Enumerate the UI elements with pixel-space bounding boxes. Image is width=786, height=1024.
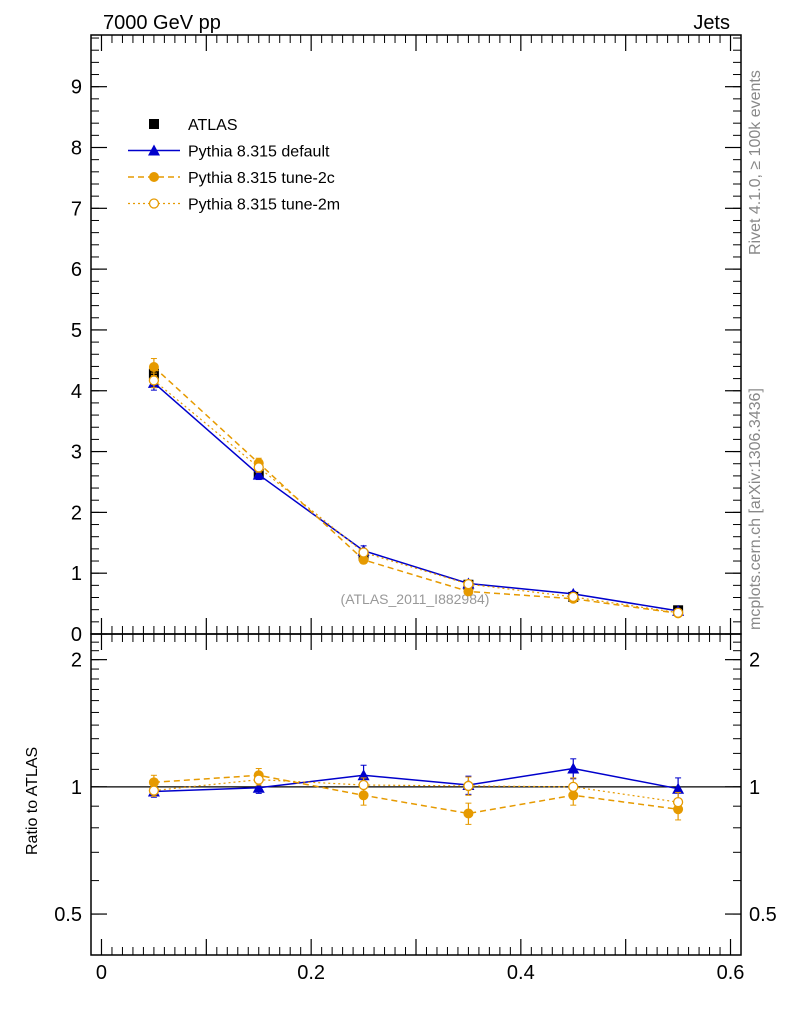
ratio-panel-ytick-label: 2: [71, 650, 82, 672]
data-point-default: [252, 781, 265, 793]
series-line-tune2m: [153, 379, 679, 614]
data-point-tune2c: [463, 808, 474, 819]
main-panel-ytick-label: 0: [71, 624, 82, 646]
legend-marker-data: [149, 119, 159, 129]
data-point-default: [672, 782, 685, 794]
ratio-panel-ytick-label-right: 1: [749, 777, 760, 799]
legend-item-tune2c: Pythia 8.315 tune-2c: [128, 170, 335, 187]
legend-label-data: ATLAS: [188, 117, 238, 134]
data-point-tune2c: [148, 362, 159, 373]
legend-item-default: Pythia 8.315 default: [128, 144, 330, 161]
main-panel-ytick-label: 3: [71, 442, 82, 464]
data-point-tune2m: [253, 774, 264, 785]
legend-label-tune2m: Pythia 8.315 tune-2m: [188, 197, 340, 214]
main-panel-ytick-label: 5: [71, 320, 82, 342]
main-panel-ytick-label: 8: [71, 138, 82, 160]
data-point-tune2m: [358, 547, 369, 558]
legend-marker-default: [148, 144, 160, 156]
ratio-y-axis-label: Ratio to ATLAS: [24, 747, 41, 855]
rivet-label: Rivet 4.1.0, ≥ 100k events: [747, 70, 764, 255]
data-point-default: [567, 762, 580, 774]
legend-label-default: Pythia 8.315 default: [188, 144, 330, 161]
data-point-tune2m: [568, 781, 579, 792]
chart-title-right: Jets: [693, 12, 730, 34]
main-panel-ytick-label: 6: [71, 259, 82, 281]
series-tune2c: [148, 358, 684, 619]
data-point-default: [252, 468, 265, 480]
analysis-watermark: (ATLAS_2011_I882984): [341, 591, 490, 607]
data-point-tune2m: [358, 779, 369, 791]
data-point-tune2c: [358, 554, 369, 565]
main-panel: 0 1 2 3 4 5 6 7 8 9: [71, 34, 742, 646]
series-tune2m: [148, 773, 684, 813]
data-point-tune2m: [463, 780, 474, 792]
chart-title-left: 7000 GeV pp: [103, 12, 221, 34]
legend-marker-tune2m: [148, 198, 160, 209]
main-panel-ytick-label: 9: [71, 77, 82, 99]
series-line-tune2c: [153, 774, 679, 815]
x-tick-label: 0.6: [717, 962, 745, 984]
x-tick-label: 0.4: [507, 962, 535, 984]
data-point-tune2m: [148, 375, 160, 386]
main-panel-ytick-label: 1: [71, 563, 82, 585]
mcplots-label: mcplots.cern.ch [arXiv:1306.3436]: [747, 388, 764, 630]
x-tick-label: 0: [96, 962, 107, 984]
data-point-tune2m: [568, 591, 579, 603]
series-line-default: [153, 767, 679, 793]
data-point-tune2m: [672, 607, 684, 618]
ratio-panel-ytick-label-right: 0.5: [749, 904, 777, 926]
series-line-default: [153, 382, 679, 612]
main-panel-ytick-label: 7: [71, 198, 82, 220]
legend-label-tune2c: Pythia 8.315 tune-2c: [188, 170, 335, 187]
data-point-tune2m: [672, 797, 684, 808]
series-default: [147, 375, 685, 616]
ratio-panel-ytick-label-right: 2: [749, 650, 760, 672]
data-point-tune2c: [463, 586, 474, 597]
ratio-panel-ytick-label: 0.5: [54, 904, 82, 926]
legend-item-tune2m: Pythia 8.315 tune-2m: [128, 197, 340, 214]
legend-item-data: ATLAS: [149, 117, 238, 134]
main-panel-ytick-label: 4: [71, 381, 82, 403]
data-point-tune2m: [253, 462, 264, 473]
series-line-tune2c: [153, 366, 679, 615]
legend-marker-tune2c: [149, 172, 159, 182]
main-panel-ytick-label: 2: [71, 502, 82, 524]
ratio-panel: 0.5 0.5 1 1 2 2 0 0.2 0.4 0.6: [54, 633, 777, 984]
series-default: [147, 758, 685, 801]
series-data: [148, 365, 684, 616]
data-point-tune2m: [463, 578, 474, 590]
legend: ATLAS Pythia 8.315 default Pythia 8.315 tu…: [128, 117, 340, 214]
ratio-panel-ytick-label: 1: [71, 777, 82, 799]
ratio-panel-frame: [90, 633, 742, 956]
data-point-tune2m: [148, 785, 160, 796]
series-tune2c: [148, 768, 684, 825]
x-tick-label: 0.2: [297, 962, 325, 984]
series-tune2m: [148, 372, 684, 618]
